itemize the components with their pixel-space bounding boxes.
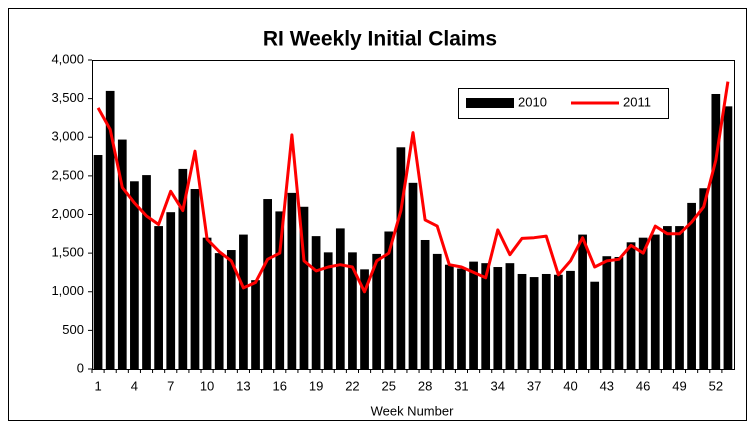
bar <box>457 268 466 369</box>
x-tick-label: 16 <box>273 378 287 393</box>
y-tick-label: 2,000 <box>51 206 84 221</box>
x-tick-label: 4 <box>131 378 138 393</box>
bar <box>650 234 660 369</box>
bar <box>663 226 672 369</box>
bar <box>154 226 163 369</box>
x-tick-label: 10 <box>200 378 214 393</box>
bar <box>287 192 297 369</box>
bar <box>348 252 357 369</box>
bar <box>372 253 382 369</box>
x-tick-label: 34 <box>491 378 505 393</box>
bar <box>299 206 309 369</box>
x-axis-label: Week Number <box>371 403 455 418</box>
x-tick-label: 25 <box>382 378 396 393</box>
bar <box>178 168 188 369</box>
legend-swatch <box>466 98 514 108</box>
bar <box>469 261 478 369</box>
bar <box>105 90 115 370</box>
y-tick-label: 1,500 <box>51 245 84 260</box>
bar <box>566 270 575 369</box>
y-tick-label: 3,500 <box>51 90 84 105</box>
x-tick-label: 31 <box>454 378 468 393</box>
y-tick-label: 1,000 <box>51 283 84 298</box>
bar <box>190 189 200 369</box>
y-tick-label: 2,500 <box>51 167 84 182</box>
bar <box>687 202 696 369</box>
bar <box>638 237 648 369</box>
bar <box>602 256 612 369</box>
bar <box>432 253 442 369</box>
bar <box>311 236 321 369</box>
bar <box>142 175 151 369</box>
x-tick-label: 46 <box>636 378 650 393</box>
y-tick-label: 0 <box>77 360 84 375</box>
bar <box>541 273 551 369</box>
bar <box>214 253 224 369</box>
bar <box>614 256 624 369</box>
x-tick-label: 40 <box>563 378 577 393</box>
bar <box>202 237 212 369</box>
y-tick-label: 4,000 <box>51 51 84 66</box>
bar <box>239 234 248 369</box>
bar <box>481 263 491 369</box>
bar <box>517 273 527 369</box>
x-tick-label: 22 <box>345 378 359 393</box>
bar <box>529 277 539 369</box>
bar <box>420 239 430 369</box>
bar <box>578 234 587 369</box>
bar <box>626 242 636 369</box>
x-tick-label: 28 <box>418 378 432 393</box>
bar <box>699 188 709 369</box>
bar <box>444 264 454 369</box>
bar <box>384 231 394 369</box>
bar <box>251 280 260 369</box>
legend-label: 2010 <box>518 94 547 109</box>
x-tick-label: 7 <box>167 378 174 393</box>
chart-title: RI Weekly Initial Claims <box>263 28 497 51</box>
bar <box>166 212 176 369</box>
bar <box>723 106 733 369</box>
x-tick-label: 37 <box>527 378 541 393</box>
bar <box>675 226 684 369</box>
x-tick-label: 49 <box>672 378 686 393</box>
bar <box>505 263 515 369</box>
bar <box>117 139 127 369</box>
bar <box>93 155 103 369</box>
bar <box>711 93 721 370</box>
x-tick-label: 1 <box>94 378 101 393</box>
bar <box>130 181 139 369</box>
x-tick-label: 52 <box>709 378 723 393</box>
bar <box>263 199 273 369</box>
bar <box>396 147 406 369</box>
bar <box>493 267 503 369</box>
bar <box>335 228 345 369</box>
bar <box>590 281 600 369</box>
bar <box>323 252 333 369</box>
x-tick-label: 19 <box>309 378 323 393</box>
bar <box>226 250 236 369</box>
bar <box>408 182 418 369</box>
bar <box>275 211 285 369</box>
bar <box>360 269 369 369</box>
x-tick-label: 13 <box>236 378 250 393</box>
line <box>96 81 730 294</box>
x-tick-label: 43 <box>600 378 614 393</box>
legend-label: 2011 <box>623 94 651 109</box>
bar <box>553 274 563 369</box>
y-tick-label: 500 <box>62 322 84 337</box>
y-tick-label: 3,000 <box>51 129 84 144</box>
